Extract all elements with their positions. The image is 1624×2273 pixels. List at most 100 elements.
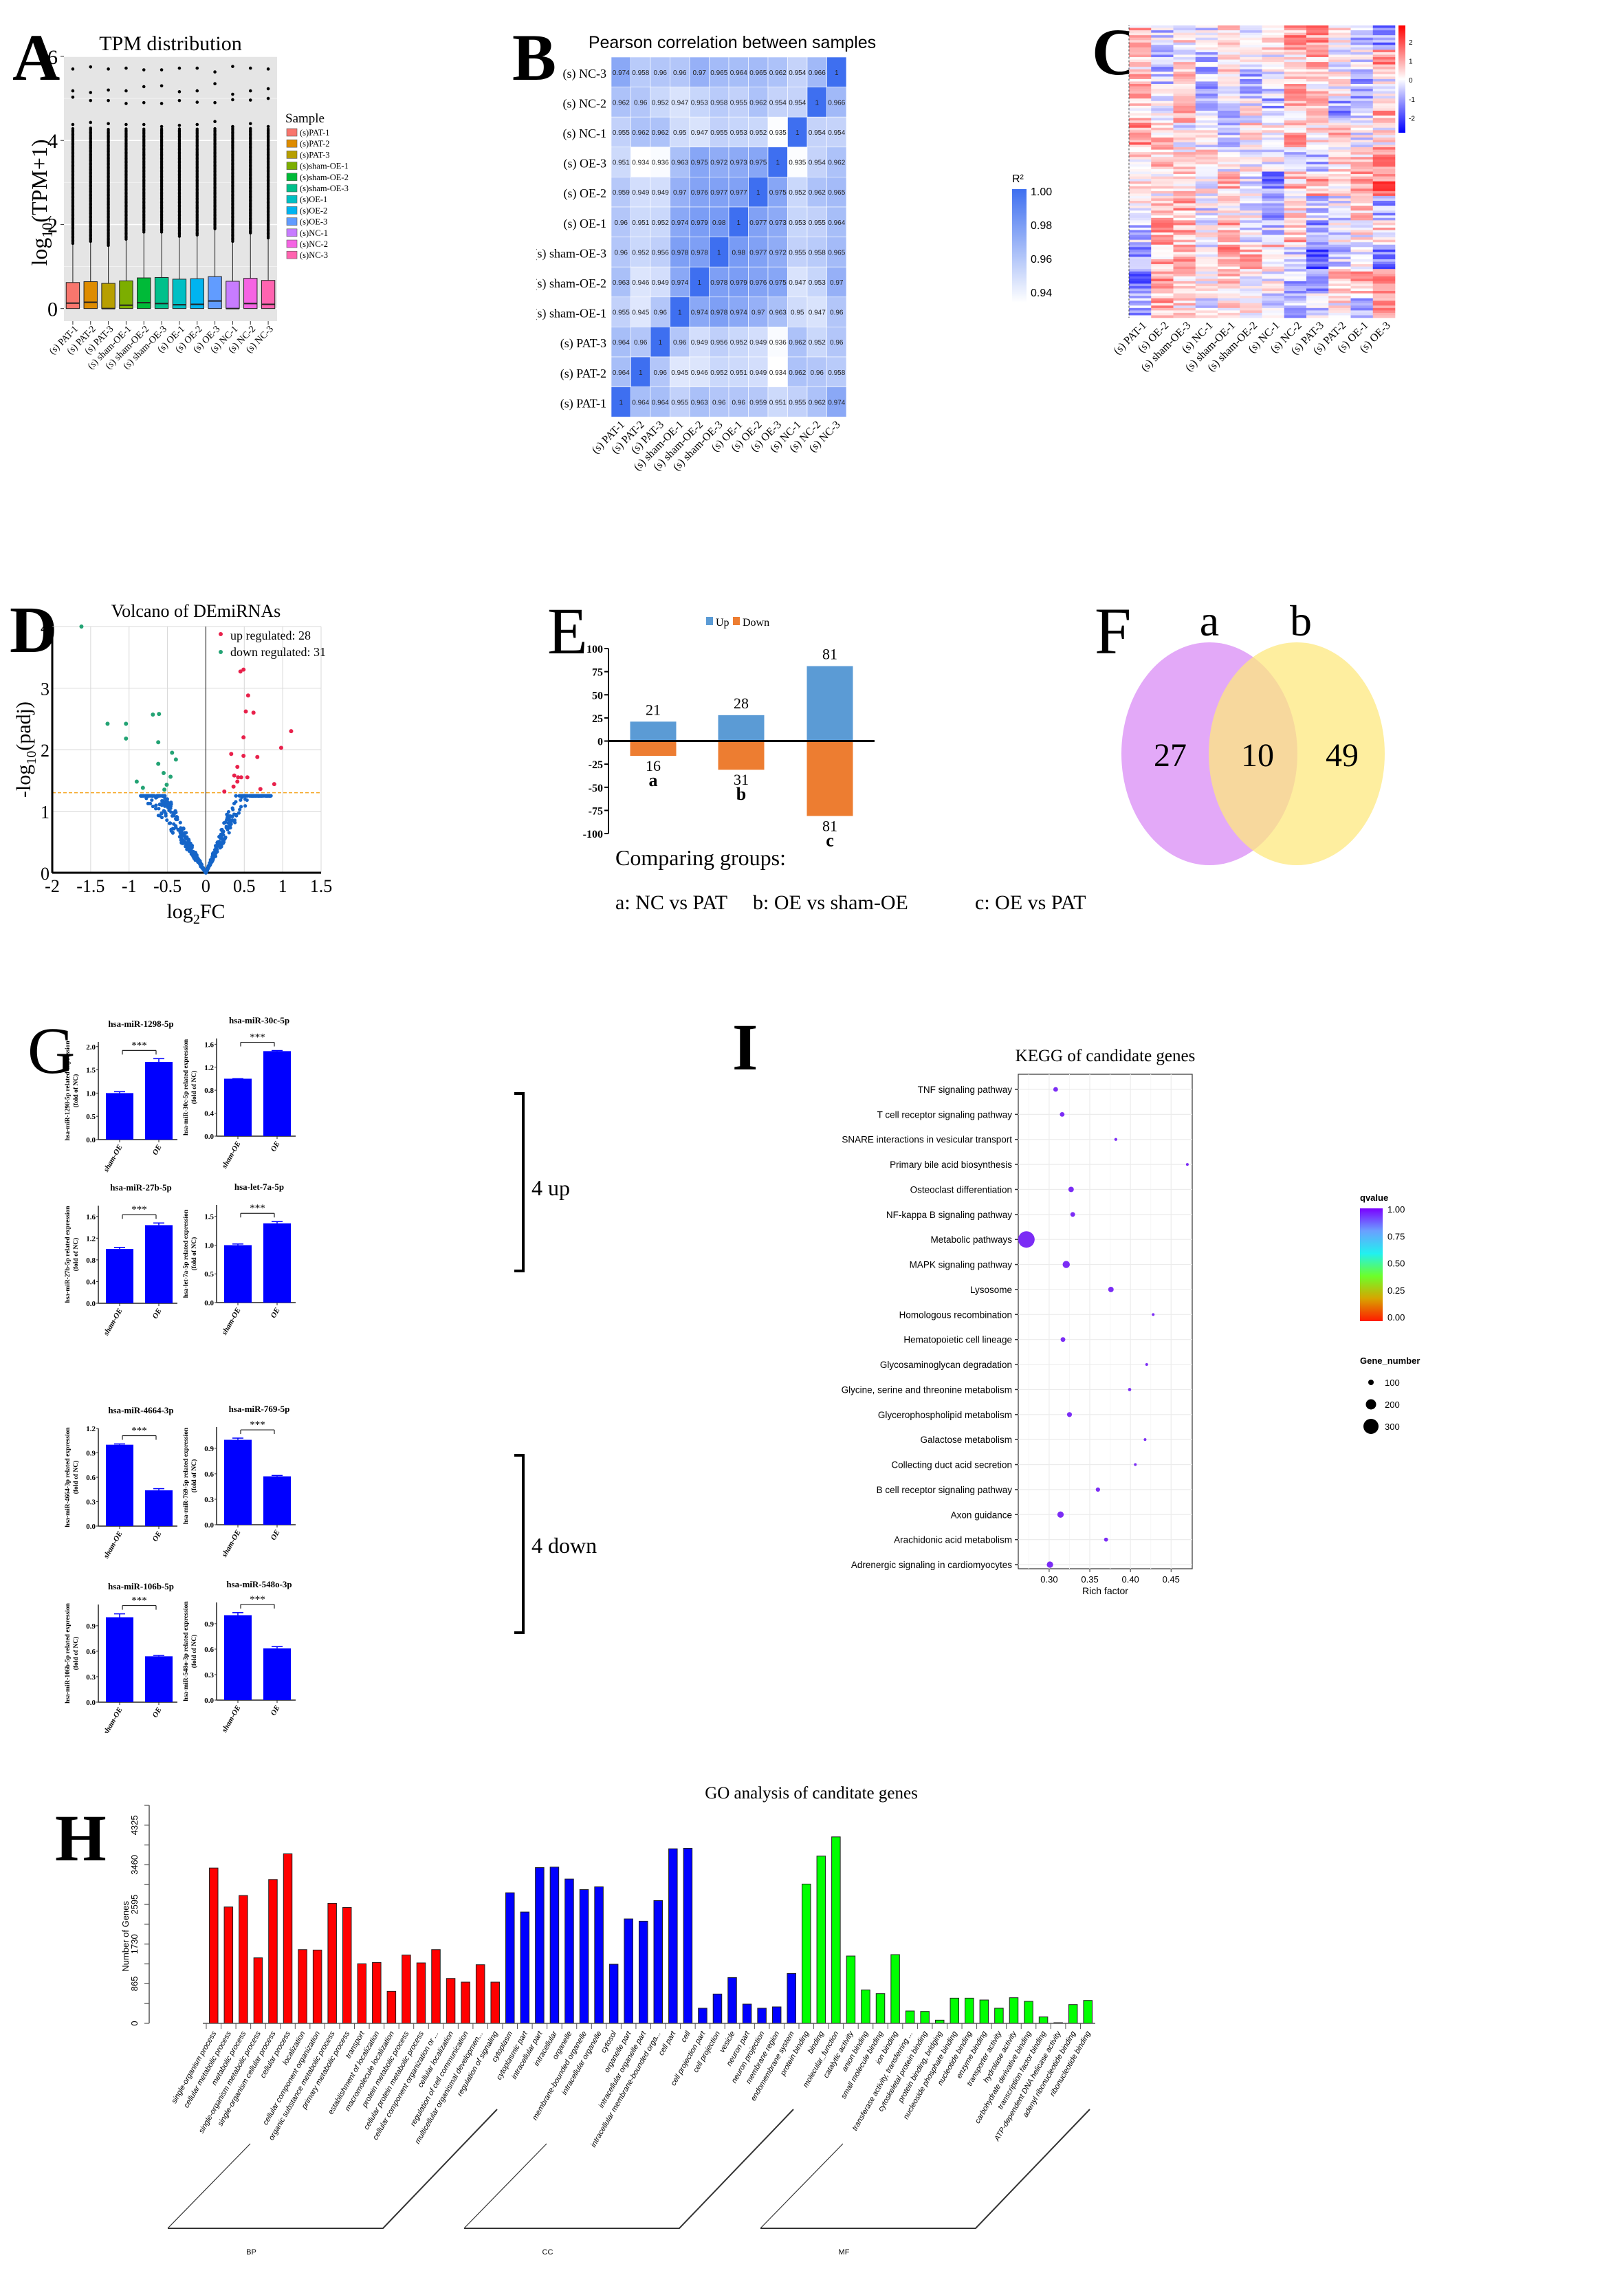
heatmap-cell (1328, 274, 1351, 277)
heatmap-cell (1350, 191, 1374, 194)
legend-label: (s)sham-OE-3 (300, 184, 349, 193)
heatmap-cell (1151, 227, 1174, 230)
x-tick-label: OE (151, 1144, 164, 1157)
pathway-label: Galactose metabolism (920, 1435, 1012, 1445)
go-bar (979, 1999, 989, 2024)
ns-point (221, 841, 226, 845)
heatmap-cell (1350, 188, 1374, 192)
heatmap-cell (1284, 137, 1307, 140)
heatmap-cell (1350, 28, 1374, 31)
x-tick-label: 1 (278, 876, 287, 896)
cell-value: 0.956 (652, 249, 669, 257)
heatmap-cell (1350, 110, 1374, 113)
heatmap-cell (1173, 122, 1196, 126)
heatmap-cell (1218, 157, 1240, 160)
heatmap-cell (1284, 222, 1307, 226)
heatmap-cell (1151, 159, 1174, 162)
outlier-point (107, 67, 110, 71)
cell-value: 0.952 (652, 99, 669, 107)
heatmap-cell (1284, 108, 1307, 111)
heatmap-cell (1372, 217, 1396, 221)
heatmap-cell (1372, 220, 1396, 224)
y-tick-label: 0.3 (204, 1496, 214, 1504)
cell-value: 0.949 (691, 339, 708, 347)
heatmap-cell (1328, 76, 1351, 80)
go-bar (816, 1856, 826, 2024)
y-tick-label: 100 (586, 644, 603, 655)
heatmap-cell (1240, 291, 1262, 294)
group-label: MF (839, 2248, 850, 2256)
x-tick-label: OE (151, 1706, 164, 1719)
heatmap-cell (1240, 179, 1262, 182)
heatmap-cell (1129, 140, 1152, 143)
heatmap-cell (1284, 242, 1307, 246)
heatmap-cell (1129, 181, 1152, 184)
heatmap-cell (1350, 227, 1374, 230)
heatmap-cell (1240, 184, 1262, 187)
heatmap-cell (1173, 293, 1196, 296)
size-legend-label: 200 (1385, 1400, 1400, 1410)
legend-tick-label: -1 (1409, 96, 1415, 104)
x-axis-label: log2FC (166, 900, 225, 927)
heatmap-cell (1306, 283, 1329, 287)
bar-down-b (718, 741, 765, 770)
heatmap-cell (1372, 222, 1396, 226)
heatmap-cell (1306, 232, 1329, 235)
heatmap-cell (1151, 217, 1174, 221)
heatmap-cell (1306, 144, 1329, 148)
heatmap-cell (1372, 252, 1396, 255)
heatmap-cell (1284, 159, 1307, 162)
cell-value: 0.978 (671, 249, 688, 257)
pathway-label: Glycine, serine and threonine metabolism (842, 1384, 1012, 1395)
heatmap-cell (1195, 179, 1218, 182)
heatmap-cell (1173, 100, 1196, 104)
heatmap-cell (1372, 149, 1396, 153)
cell-value: 0.955 (671, 399, 688, 406)
heatmap-cell (1306, 254, 1329, 257)
heatmap-cell (1328, 193, 1351, 197)
heatmap-cell (1173, 62, 1196, 65)
ns-point (195, 858, 199, 862)
heatmap-cell (1195, 285, 1218, 289)
group-bracket-edge (463, 2143, 547, 2229)
heatmap-cell (689, 356, 710, 387)
heatmap-cell (1240, 116, 1262, 118)
x-tick-label: 0.30 (1040, 1574, 1057, 1585)
cell-value: 0.974 (691, 309, 708, 317)
heatmap-cell (1151, 25, 1174, 28)
heatmap-cell (1173, 94, 1196, 97)
heatmap-cell (787, 296, 808, 327)
heatmap-cell (1240, 32, 1262, 36)
heatmap-cell (1195, 64, 1218, 67)
bar-OE (145, 1656, 173, 1702)
heatmap-cell (1240, 154, 1262, 157)
heatmap-cell (767, 356, 788, 387)
heatmap-cell (1262, 154, 1285, 157)
heatmap-cell (1195, 74, 1218, 77)
heatmap-cell (1195, 298, 1218, 301)
y-tick-label: 0.6 (204, 1470, 214, 1479)
heatmap-cell (1372, 105, 1396, 109)
heatmap-cell (1372, 206, 1396, 208)
heatmap-cell (1240, 215, 1262, 219)
heatmap-cell (1218, 181, 1240, 184)
heatmap-cell (1195, 120, 1218, 123)
y-axis-label: hsa-miR-30c-5p related expression (fold o… (183, 1038, 198, 1135)
heatmap-cell (1129, 30, 1152, 33)
heatmap-cell (1129, 52, 1152, 55)
heatmap-cell (1151, 72, 1174, 75)
heatmap-cell (1129, 217, 1152, 221)
heatmap-cell (1173, 239, 1196, 243)
go-bar (475, 1964, 485, 2024)
heatmap-cell (1240, 303, 1262, 306)
ns-point (267, 794, 271, 798)
heatmap-cell (1372, 147, 1396, 150)
y-tick-label: 0.3 (204, 1671, 214, 1679)
heatmap-cell (1218, 312, 1240, 316)
heatmap-cell (1129, 247, 1152, 250)
heatmap-cell (1372, 32, 1396, 36)
y-tick-label: 0.6 (204, 1646, 214, 1654)
cell-value: 0.951 (613, 160, 630, 167)
down-regulated-point (173, 757, 178, 762)
cell-value: 0.954 (828, 129, 845, 137)
